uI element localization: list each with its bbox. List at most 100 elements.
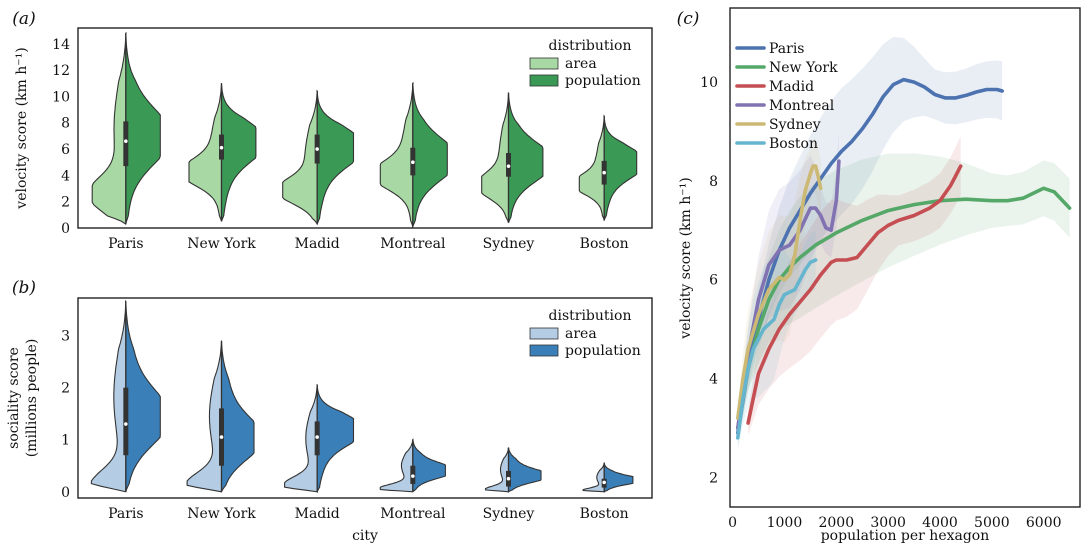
- x-tick-label: 3000: [870, 515, 906, 531]
- panel-c-velocity-lines: (c) 0 1000 2000 3000 4000 5000 6000 2 4 6 8 10 popula…: [677, 7, 1081, 544]
- y-tick-label: 4: [709, 372, 718, 388]
- y-axis-label-line2: (millions people): [24, 339, 40, 458]
- violin-median-new-york: [219, 435, 224, 439]
- y-axis-label: velocity score (km h⁻¹): [14, 47, 30, 209]
- x-tick-label-paris: Paris: [108, 236, 144, 252]
- line-boston: [735, 258, 818, 440]
- x-tick-label-paris: Paris: [108, 506, 144, 522]
- x-tick-label-new-york: New York: [187, 506, 256, 522]
- x-tick-label-boston: Boston: [580, 236, 629, 252]
- violin-population-boston: [603, 114, 638, 221]
- violin-population-new-york: [220, 340, 255, 493]
- y-tick-label: 0: [61, 221, 70, 237]
- line-montreal: [735, 159, 841, 430]
- y-tick-label: 10: [700, 75, 718, 91]
- legend-label-madid: Madid: [769, 79, 814, 95]
- panel-label-b: (b): [12, 278, 36, 298]
- y-tick-label: 2: [709, 470, 718, 486]
- violin-population-montreal: [412, 438, 446, 493]
- axes-frame: [729, 7, 1081, 508]
- x-tick-label-montreal: Montreal: [380, 506, 446, 522]
- legend-label-sydney: Sydney: [769, 117, 821, 133]
- y-tick-label: 2: [61, 381, 70, 397]
- violin-area-new-york: [186, 340, 223, 493]
- x-tick-label: 5000: [974, 515, 1010, 531]
- x-tick-label: 6000: [1026, 515, 1062, 531]
- violin-median-boston: [602, 170, 606, 175]
- violin-population-paris: [125, 299, 161, 493]
- panel-label-c: (c): [677, 9, 700, 29]
- legend-label-boston: Boston: [769, 136, 818, 152]
- legend-label-area: area: [565, 326, 597, 342]
- panel-a-velocity-violins: 0 2 4 6 8 10 12 14 Paris New York Madid Montreal Syd…: [12, 9, 653, 252]
- violin-population-madid: [316, 89, 355, 226]
- panel-b-sociality-violins: 0 1 2 3 Paris New York Madid Montreal Sydney Bost…: [6, 278, 653, 544]
- legend-label-paris: Paris: [769, 41, 805, 57]
- violin-area-madid: [284, 383, 319, 493]
- x-tick-label-new-york: New York: [187, 236, 256, 252]
- y-tick-label: 8: [709, 174, 718, 190]
- legend-swatch-area: [529, 57, 559, 70]
- x-axis-label: city: [352, 528, 378, 544]
- y-tick-label: 3: [61, 329, 70, 345]
- violin-population-new-york: [220, 83, 257, 222]
- axes-frame: [77, 27, 653, 229]
- x-tick-label: 4000: [922, 515, 958, 531]
- x-tick-label-sydney: Sydney: [483, 236, 535, 252]
- legend-label-area: area: [565, 56, 597, 72]
- violin-area-boston: [578, 114, 605, 221]
- line-madid: [746, 164, 963, 425]
- y-tick-label: 0: [61, 485, 70, 501]
- x-tick-label-madid: Madid: [295, 506, 340, 522]
- y-tick-label: 6: [61, 142, 70, 158]
- violin-population-montreal: [411, 81, 448, 228]
- violin-area-montreal: [379, 81, 414, 228]
- violin-area-paris: [91, 31, 127, 225]
- legend-label-new-york: New York: [769, 60, 838, 76]
- y-tick-label: 8: [61, 116, 70, 132]
- violin-median-madid: [315, 435, 319, 439]
- violin-area-montreal: [379, 438, 414, 493]
- band-new-york: [737, 153, 1070, 441]
- axes-frame: [77, 297, 653, 499]
- x-tick-label-boston: Boston: [580, 506, 629, 522]
- panel-label-a: (a): [12, 9, 35, 29]
- y-axis-label-line1: sociality score: [6, 347, 22, 449]
- violin-area-boston: [582, 462, 606, 493]
- x-tick-label-sydney: Sydney: [483, 506, 535, 522]
- legend-label-population: population: [565, 73, 641, 89]
- violin-area-new-york: [188, 83, 223, 222]
- line-new-york: [735, 186, 1072, 430]
- violin-median-paris: [124, 139, 128, 143]
- x-tick-label: 1000: [767, 515, 803, 531]
- x-axis-label: population per hexagon: [821, 528, 990, 544]
- legend-label-montreal: Montreal: [769, 98, 835, 114]
- violin-population-boston: [603, 462, 634, 493]
- legend-title: distribution: [549, 38, 632, 54]
- y-tick-label: 2: [61, 195, 70, 211]
- x-tick-label-montreal: Montreal: [380, 236, 446, 252]
- line-paris: [735, 77, 1005, 435]
- y-axis-label: velocity score (km h⁻¹): [678, 177, 694, 339]
- violin-area-madid: [282, 89, 318, 225]
- violin-area-sydney: [484, 447, 510, 493]
- violin-median-sydney: [506, 476, 511, 481]
- legend-swatch-population: [529, 74, 559, 87]
- violin-population-sydney: [507, 92, 544, 223]
- x-tick-label: 2000: [818, 515, 854, 531]
- violin-area-paris: [90, 299, 127, 493]
- violin-median-boston: [602, 480, 606, 485]
- legend-label-population: population: [565, 343, 641, 359]
- band-madid: [748, 136, 961, 436]
- violin-median-montreal: [411, 160, 415, 165]
- y-tick-label: 10: [52, 89, 70, 105]
- x-tick-label: 0: [728, 515, 737, 531]
- y-tick-label: 14: [52, 37, 70, 53]
- violin-median-paris: [124, 422, 128, 426]
- violin-population-madid: [316, 383, 355, 493]
- line-sydney: [735, 164, 823, 420]
- legend-title: distribution: [549, 308, 632, 324]
- violin-median-new-york: [219, 145, 224, 150]
